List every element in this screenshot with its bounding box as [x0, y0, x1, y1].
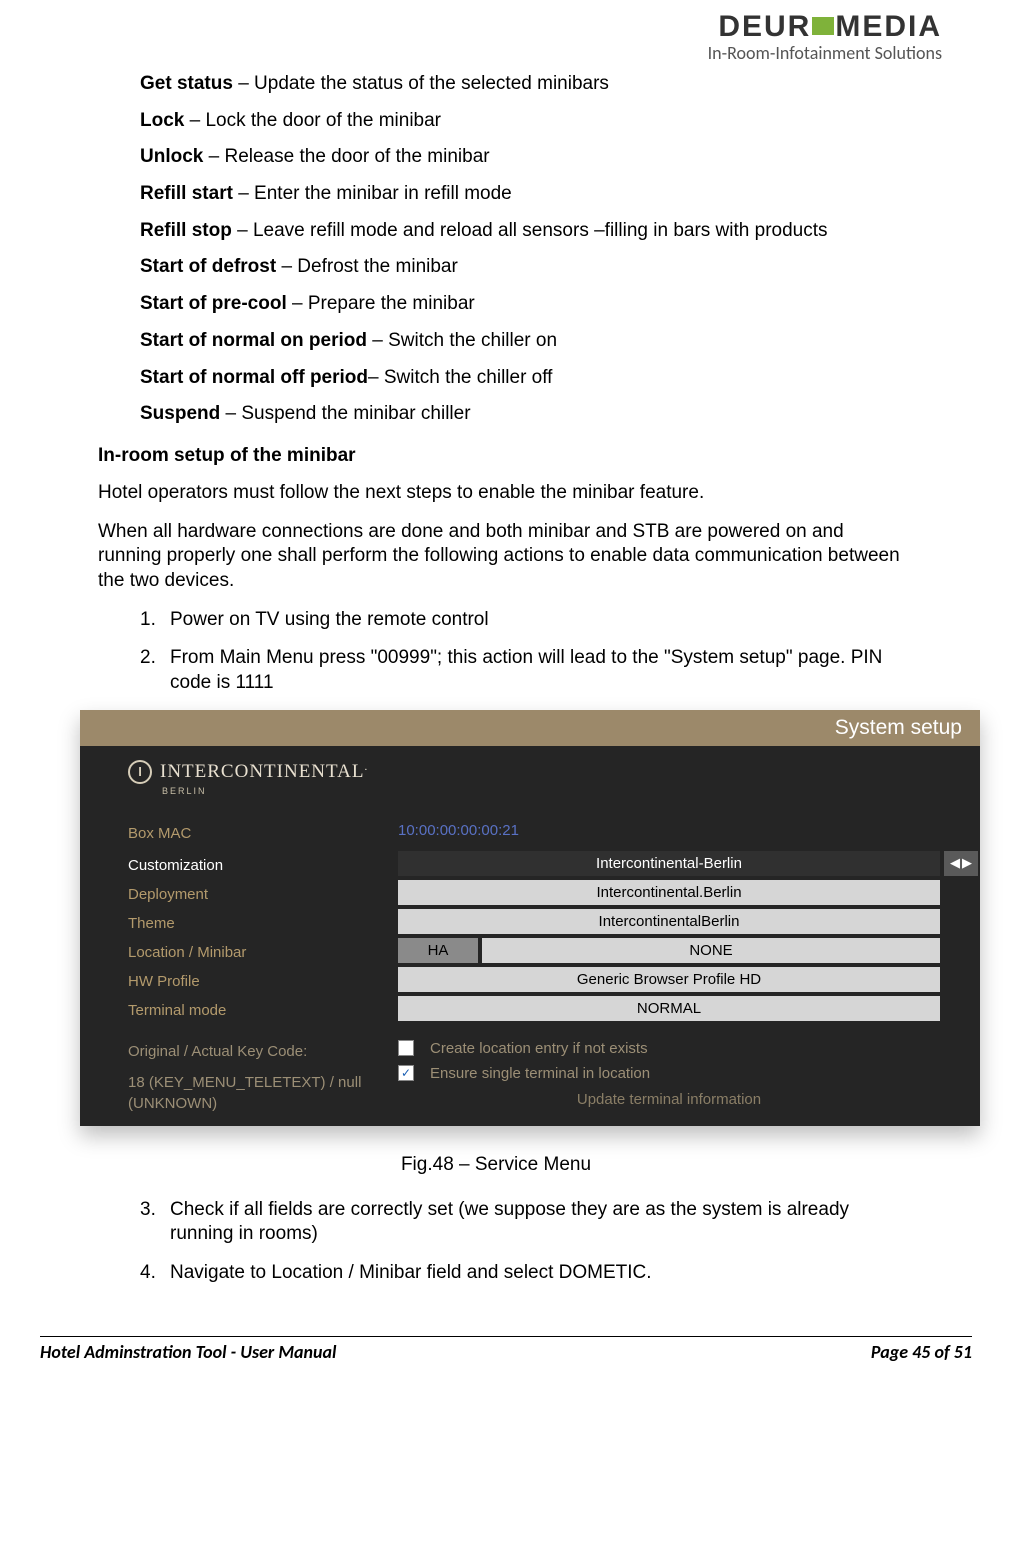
definition-item: Start of defrost – Defrost the minibar	[140, 255, 912, 280]
field-hw-profile-value: Generic Browser Profile HD	[577, 971, 761, 988]
definition-desc: – Enter the minibar in refill mode	[233, 183, 512, 204]
definition-term: Unlock	[140, 146, 203, 167]
definition-item: Start of normal off period– Switch the c…	[140, 366, 912, 391]
label-customization: Customization	[128, 851, 368, 880]
hotel-logo-sub: BERLIN	[162, 786, 980, 796]
field-customization-value: Intercontinental-Berlin	[596, 855, 742, 872]
definition-item: Unlock – Release the door of the minibar	[140, 145, 912, 170]
numbered-steps-a: 1.Power on TV using the remote control2.…	[140, 608, 912, 696]
step-number: 4.	[140, 1261, 170, 1286]
definition-desc: – Release the door of the minibar	[203, 146, 489, 167]
step-text: From Main Menu press "00999"; this actio…	[170, 646, 912, 695]
definition-desc: – Lock the door of the minibar	[184, 110, 441, 131]
check-row-0: Create location entry if not exists	[398, 1037, 940, 1060]
label-hw-profile: HW Profile	[128, 967, 368, 996]
checkbox-label-1: Ensure single terminal in location	[430, 1065, 650, 1082]
paragraph-intro-2: When all hardware connections are done a…	[98, 520, 912, 594]
field-customization[interactable]: Intercontinental-Berlin ◀▶	[398, 851, 940, 876]
brand-logo: DEUR MEDIA In-Room-Infotainment Solutions	[40, 10, 972, 64]
logo-square-icon	[812, 17, 834, 35]
step-text: Navigate to Location / Minibar field and…	[170, 1261, 912, 1286]
hotel-logo: I INTERCONTINENTAL. BERLIN	[80, 746, 980, 816]
page-footer: Hotel Adminstration Tool - User Manual P…	[40, 1336, 972, 1375]
field-deployment-value: Intercontinental.Berlin	[596, 884, 741, 901]
label-deployment: Deployment	[128, 880, 368, 909]
definition-term: Refill start	[140, 183, 233, 204]
step-text: Check if all fields are correctly set (w…	[170, 1198, 912, 1247]
step-number: 1.	[140, 608, 170, 633]
logo-suffix: MEDIA	[835, 10, 942, 43]
field-location-minibar[interactable]: HA NONE	[398, 938, 940, 963]
figure-caption: Fig.48 – Service Menu	[80, 1154, 912, 1176]
definition-term: Start of defrost	[140, 256, 276, 277]
field-terminal-mode[interactable]: NORMAL	[398, 996, 940, 1021]
paragraph-intro-1: Hotel operators must follow the next ste…	[98, 481, 912, 506]
definition-item: Start of pre-cool – Prepare the minibar	[140, 292, 912, 317]
definition-term: Get status	[140, 73, 233, 94]
step-item: 4.Navigate to Location / Minibar field a…	[140, 1261, 912, 1286]
screenshot-figure: System setup I INTERCONTINENTAL. BERLIN …	[80, 710, 980, 1126]
checkbox-label-0: Create location entry if not exists	[430, 1040, 648, 1057]
numbered-steps-b: 3.Check if all fields are correctly set …	[140, 1198, 912, 1286]
definition-term: Start of pre-cool	[140, 293, 287, 314]
definition-desc: – Leave refill mode and reload all senso…	[232, 220, 828, 241]
definition-item: Refill start – Enter the minibar in refi…	[140, 182, 912, 207]
label-terminal-mode: Terminal mode	[128, 996, 368, 1025]
definition-term: Refill stop	[140, 220, 232, 241]
left-right-arrows-icon[interactable]: ◀▶	[944, 851, 978, 876]
definition-item: Suspend – Suspend the minibar chiller	[140, 402, 912, 427]
update-terminal-link[interactable]: Update terminal information	[398, 1085, 940, 1118]
hotel-logo-main: INTERCONTINENTAL	[160, 761, 364, 782]
field-hw-profile[interactable]: Generic Browser Profile HD	[398, 967, 940, 992]
logo-subtitle: In-Room-Infotainment Solutions	[40, 42, 942, 64]
checkbox-create-location[interactable]	[398, 1040, 414, 1056]
label-theme: Theme	[128, 909, 368, 938]
definition-desc: – Prepare the minibar	[287, 293, 475, 314]
intercontinental-icon: I	[128, 760, 152, 784]
value-box-mac: 10:00:00:00:00:21	[398, 816, 940, 851]
definition-desc: – Update the status of the selected mini…	[233, 73, 609, 94]
definition-desc: – Defrost the minibar	[276, 256, 458, 277]
field-deployment[interactable]: Intercontinental.Berlin	[398, 880, 940, 905]
definition-item: Refill stop – Leave refill mode and relo…	[140, 219, 912, 244]
step-item: 3.Check if all fields are correctly set …	[140, 1198, 912, 1247]
label-box-mac: Box MAC	[128, 819, 368, 848]
field-location-right: NONE	[482, 938, 940, 963]
definition-desc: – Suspend the minibar chiller	[220, 403, 470, 424]
field-terminal-mode-value: NORMAL	[637, 1000, 701, 1017]
logo-prefix: DEUR	[718, 10, 811, 43]
field-location-left: HA	[398, 938, 478, 963]
footer-left: Hotel Adminstration Tool - User Manual	[40, 1341, 336, 1363]
definition-term: Lock	[140, 110, 184, 131]
definition-term: Start of normal off period	[140, 367, 368, 388]
step-item: 2.From Main Menu press "00999"; this act…	[140, 646, 912, 695]
footer-right: Page 45 of 51	[871, 1341, 972, 1363]
label-keycode: Original / Actual Key Code:	[128, 1035, 368, 1062]
system-setup-title: System setup	[80, 710, 980, 746]
step-number: 3.	[140, 1198, 170, 1247]
definition-desc: – Switch the chiller on	[367, 330, 557, 351]
definition-item: Lock – Lock the door of the minibar	[140, 109, 912, 134]
field-theme[interactable]: IntercontinentalBerlin	[398, 909, 940, 934]
definition-item: Get status – Update the status of the se…	[140, 72, 912, 97]
hotel-logo-dot: .	[364, 761, 368, 773]
section-heading: In-room setup of the minibar	[98, 445, 912, 467]
step-item: 1.Power on TV using the remote control	[140, 608, 912, 633]
value-keycode: 18 (KEY_MENU_TELETEXT) / null (UNKNOWN)	[128, 1066, 368, 1114]
label-location-minibar: Location / Minibar	[128, 938, 368, 967]
definition-term: Start of normal on period	[140, 330, 367, 351]
definition-term: Suspend	[140, 403, 220, 424]
step-text: Power on TV using the remote control	[170, 608, 912, 633]
field-theme-value: IntercontinentalBerlin	[599, 913, 740, 930]
check-row-1: ✓ Ensure single terminal in location	[398, 1062, 940, 1085]
checkbox-ensure-single[interactable]: ✓	[398, 1065, 414, 1081]
definition-list: Get status – Update the status of the se…	[140, 72, 912, 427]
definition-item: Start of normal on period – Switch the c…	[140, 329, 912, 354]
definition-desc: – Switch the chiller off	[368, 367, 552, 388]
step-number: 2.	[140, 646, 170, 695]
